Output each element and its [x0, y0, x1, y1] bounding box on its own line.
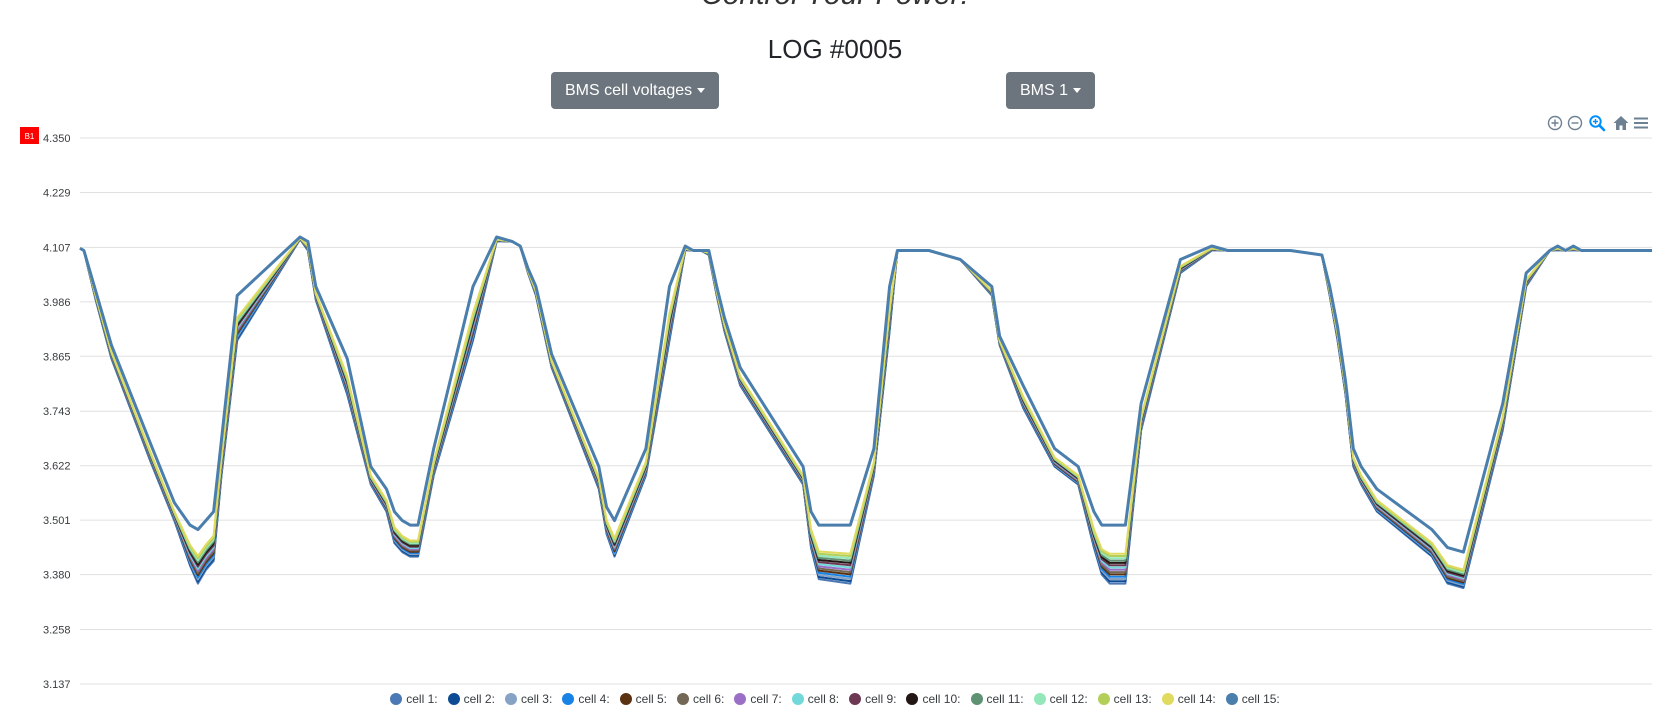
zoom-in-icon[interactable]: [1546, 114, 1564, 132]
chart-legend: cell 1: cell 2: cell 3: cell 4: cell 5: cell …: [0, 688, 1670, 710]
legend-marker: [1225, 693, 1238, 705]
legend-item-cell-4[interactable]: cell 4:: [562, 692, 610, 706]
legend-marker: [1161, 693, 1174, 705]
legend-label: cell 13:: [1113, 692, 1152, 706]
legend-label: cell 9:: [865, 692, 897, 706]
y-tick-label: 3.137: [43, 679, 71, 688]
legend-marker: [906, 693, 919, 705]
legend-label: cell 2:: [463, 692, 495, 706]
legend-label: cell 11:: [986, 692, 1024, 706]
legend-item-cell-1[interactable]: cell 1:: [390, 692, 438, 706]
menu-icon[interactable]: [1632, 114, 1650, 132]
legend-label: cell 4:: [578, 692, 610, 706]
legend-item-cell-3[interactable]: cell 3:: [504, 692, 553, 706]
legend-marker: [791, 693, 804, 705]
legend-item-cell-12[interactable]: cell 12:: [1033, 692, 1088, 706]
legend-marker: [619, 693, 632, 705]
legend-marker: [504, 693, 517, 705]
annotation-badge: [20, 127, 39, 144]
chart-type-dropdown-label: BMS cell voltages: [565, 81, 693, 99]
legend-item-cell-10[interactable]: cell 10:: [906, 692, 961, 706]
y-axis: 4.350 4.229 4.107 3.986 3.865 3.743 3.622 3.501…: [43, 133, 71, 688]
legend-label: cell 5:: [635, 692, 668, 706]
y-tick-label: 4.229: [43, 187, 71, 199]
legend-label: cell 6:: [693, 692, 725, 706]
legend-marker: [562, 693, 575, 705]
legend-marker: [1097, 693, 1110, 705]
legend-marker: [390, 693, 403, 705]
legend-item-cell-14[interactable]: cell 14:: [1161, 692, 1216, 706]
series-line-cell-15: [79, 235, 1652, 554]
y-tick-label: 4.107: [43, 242, 71, 254]
legend-label: cell 12:: [1049, 692, 1088, 706]
chart-type-dropdown[interactable]: BMS cell voltages: [551, 72, 720, 109]
legend-marker: [677, 693, 690, 705]
y-tick-label: 3.622: [43, 461, 71, 473]
y-axis-annotation: B1: [20, 127, 39, 144]
legend-item-cell-15[interactable]: cell 15:: [1225, 692, 1280, 706]
zoom-out-icon[interactable]: [1566, 114, 1584, 132]
home-icon[interactable]: [1612, 114, 1630, 132]
legend-label: cell 14:: [1177, 692, 1216, 706]
legend-label: cell 1:: [406, 692, 438, 706]
zoom-select-icon[interactable]: [1588, 114, 1606, 132]
legend-marker: [447, 693, 460, 705]
y-tick-label: 3.865: [43, 351, 71, 363]
legend-marker: [1033, 693, 1046, 705]
chart-grid: [80, 137, 1652, 685]
y-tick-label: 3.258: [43, 625, 71, 637]
legend-item-cell-13[interactable]: cell 13:: [1097, 692, 1152, 706]
chevron-down-icon: [697, 88, 706, 93]
legend-item-cell-8[interactable]: cell 8:: [791, 692, 840, 706]
legend-item-cell-2[interactable]: cell 2:: [447, 692, 495, 706]
y-tick-label: 3.743: [43, 406, 71, 418]
cell-voltage-chart[interactable]: 4.350 4.229 4.107 3.986 3.865 3.743 3.622 3.501…: [0, 110, 1670, 688]
annotation-label: B1: [25, 132, 35, 141]
bms-select-dropdown-label: BMS 1: [1020, 81, 1069, 99]
legend-label: cell 15:: [1241, 692, 1280, 706]
log-title: LOG #0005: [767, 34, 903, 64]
legend-marker: [849, 693, 862, 705]
y-tick-label: 3.986: [43, 297, 71, 309]
legend-item-cell-7[interactable]: cell 7:: [734, 692, 782, 706]
y-tick-label: 3.501: [43, 515, 71, 527]
chevron-down-icon: [1073, 88, 1082, 93]
legend-marker: [734, 693, 747, 705]
legend-item-cell-11[interactable]: cell 11:: [970, 692, 1024, 706]
bms-select-dropdown[interactable]: BMS 1: [1006, 72, 1096, 109]
legend-item-cell-5[interactable]: cell 5:: [619, 692, 668, 706]
legend-label: cell 10:: [922, 692, 961, 706]
y-tick-label: 3.380: [43, 570, 71, 582]
page-header-tagline: Control Your Power!: [0, 0, 1670, 12]
legend-item-cell-9[interactable]: cell 9:: [849, 692, 896, 706]
legend-marker: [970, 693, 983, 705]
legend-label: cell 7:: [750, 692, 782, 706]
legend-label: cell 3:: [520, 692, 553, 706]
chart-series: [79, 235, 1652, 590]
legend-label: cell 8:: [807, 692, 840, 706]
legend-item-cell-6[interactable]: cell 6:: [677, 692, 724, 706]
y-tick-label: 4.350: [43, 133, 71, 145]
